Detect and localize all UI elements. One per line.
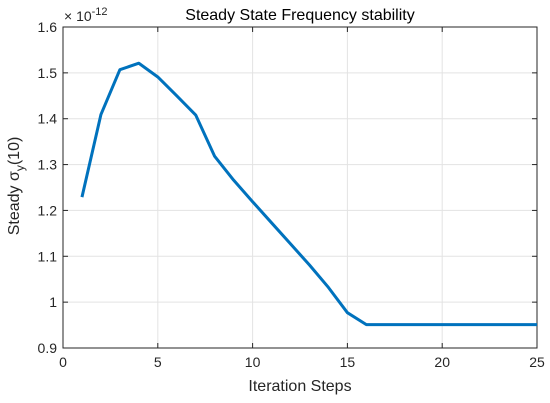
y-exponent-power: -12 [92,6,108,18]
y-tick-label: 0.9 [38,340,58,356]
y-axis-label-main: Steady σ [6,171,23,235]
y-axis-label: Steady σy(10) [6,137,27,236]
y-tick-label: 1.3 [38,157,58,173]
y-tick-label: 1.2 [38,202,58,218]
y-tick-label: 1.6 [38,19,58,35]
y-tick-label: 1.5 [38,65,58,81]
y-tick-label: 1.4 [38,111,58,127]
x-tick-label: 20 [434,354,450,370]
chart-title: Steady State Frequency stability [185,7,414,24]
y-axis-exponent: × 10-12 [64,6,108,24]
y-tick-label: 1.1 [38,248,58,264]
x-tick-label: 25 [529,354,545,370]
y-tick-label: 1 [49,294,57,310]
x-axis-label: Iteration Steps [248,378,351,395]
plot-background [63,27,537,348]
y-axis-label-subscript: y [13,165,27,171]
x-tick-label: 0 [59,354,67,370]
y-exponent-base: × 10 [64,8,92,24]
y-axis-label-suffix: (10) [6,137,23,165]
x-tick-label: 15 [340,354,356,370]
axes-box [62,26,538,349]
series-line [80,61,537,327]
x-tick-label: 5 [154,354,162,370]
plot-area: 0 5 10 15 20 25 0.9 1 1.1 1.2 1.3 1.4 1.5 1.6 [38,19,545,370]
x-tick-label: 10 [245,354,261,370]
